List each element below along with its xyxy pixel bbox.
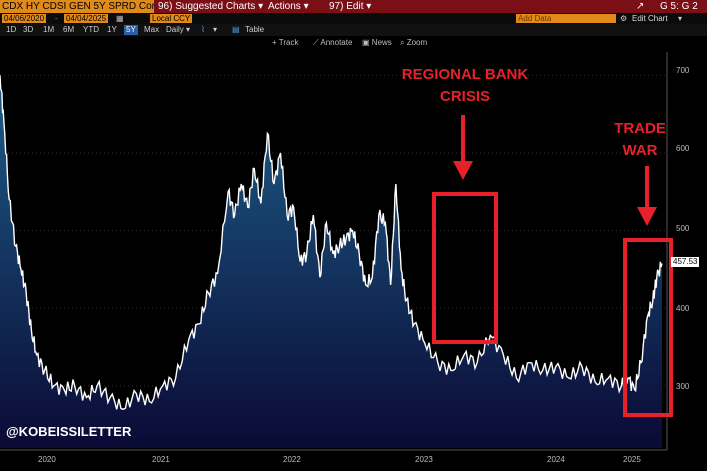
y-tick-label: 500 [676, 224, 690, 233]
currency-select[interactable]: Local CCY [150, 14, 193, 23]
trade-war-line2: WAR [622, 142, 658, 159]
chevron-down-icon: ▾ [303, 1, 309, 12]
y-tick-label: 400 [676, 304, 690, 313]
last-value-badge: 457.53 [671, 257, 700, 267]
line-chart-icon[interactable]: ⌇ [201, 25, 205, 34]
period-1y[interactable]: 1Y [107, 25, 117, 34]
spread-line [0, 75, 663, 410]
x-tick-label: 2021 [152, 455, 170, 464]
edit-prefix: 97) [329, 1, 344, 12]
news-tool[interactable]: ▣ News [362, 38, 392, 47]
edit-menu[interactable]: 97) Edit ▾ [329, 0, 371, 13]
window-label: G 5: G 2 [660, 1, 698, 12]
track-label: Track [278, 38, 299, 47]
annotate-label: Annotate [320, 38, 353, 47]
y-tick-label: 600 [676, 144, 690, 153]
chevron-down-icon[interactable]: ▾ [678, 14, 683, 23]
chevron-down-icon: ▾ [366, 1, 372, 12]
actions-menu[interactable]: Actions ▾ [268, 0, 309, 13]
magnifier-icon: ⌕ [400, 38, 405, 47]
external-link-icon[interactable]: ↗ [636, 1, 645, 12]
period-6m[interactable]: 6M [63, 25, 75, 34]
crosshair-icon: + [272, 38, 277, 47]
chevron-down-icon: ▾ [186, 25, 191, 34]
bank-crisis-line1: REGIONAL BANK [401, 66, 529, 83]
watermark: @KOBEISSILETTER [6, 424, 132, 439]
edit-label: Edit [346, 1, 364, 12]
bank-crisis-line2: CRISIS [439, 88, 490, 105]
calendar-icon[interactable]: ▦ [116, 14, 124, 23]
period-5y[interactable]: 5Y [124, 25, 138, 35]
date-separator: - [55, 14, 58, 23]
bank-crisis-arrow [453, 115, 473, 180]
actions-label: Actions [268, 1, 301, 12]
news-label: News [371, 38, 392, 47]
spread-area [0, 75, 662, 449]
period-ytd[interactable]: YTD [83, 25, 99, 34]
zoom-tool[interactable]: ⌕ Zoom [400, 38, 427, 48]
y-tick-label: 300 [676, 382, 690, 391]
period-1m[interactable]: 1M [43, 25, 55, 34]
end-date-input[interactable]: 04/04/2025 [64, 14, 109, 23]
y-tick-label: 700 [676, 66, 690, 75]
settings-icon[interactable]: ⚙ [620, 14, 628, 23]
suggested-charts-prefix: 96) [158, 1, 173, 12]
zoom-label: Zoom [406, 38, 428, 47]
frequency-label: Daily [166, 25, 184, 34]
security-field[interactable]: CDX HY CDSI GEN 5Y SPRD Corp [0, 0, 154, 13]
annotate-tool[interactable]: ⟋ Annotate [313, 38, 352, 48]
period-3d[interactable]: 3D [23, 25, 34, 34]
track-tool[interactable]: + Track [272, 38, 298, 47]
start-date-input[interactable]: 04/06/2020 [2, 14, 47, 23]
trade-war-annotation: TRADE WAR [600, 118, 680, 162]
bar-chart-icon[interactable]: ▤ [232, 25, 240, 34]
settings-row: 04/06/2020 - 04/04/2025 ▦ Local CCY Add … [0, 13, 707, 24]
pen-icon: ⟋ [313, 38, 319, 47]
header-bar [0, 0, 707, 13]
x-tick-label: 2025 [623, 455, 641, 464]
period-1d[interactable]: 1D [6, 25, 17, 34]
add-data-input[interactable]: Add Data [516, 14, 616, 23]
chevron-down-icon: ▾ [258, 1, 264, 12]
suggested-charts-label: Suggested Charts [175, 1, 256, 12]
trade-war-box [623, 238, 673, 417]
trade-war-arrow [637, 166, 657, 226]
period-row: 1D 3D 1M 6M YTD 1Y 5Y Max Daily ▾ ⌇ ▾ ▤ … [0, 24, 707, 36]
x-tick-label: 2022 [283, 455, 301, 464]
x-tick-label: 2020 [38, 455, 56, 464]
x-tick-label: 2024 [547, 455, 565, 464]
chevron-down-icon[interactable]: ▾ [213, 25, 218, 34]
bank-crisis-annotation: REGIONAL BANK CRISIS [385, 64, 545, 108]
table-button[interactable]: Table [245, 25, 265, 34]
frequency-select[interactable]: Daily ▾ [166, 25, 190, 35]
bank-crisis-box [432, 192, 498, 344]
trade-war-line1: TRADE [614, 120, 666, 137]
x-tick-label: 2023 [415, 455, 433, 464]
edit-chart-button[interactable]: Edit Chart [632, 14, 668, 23]
news-icon: ▣ [362, 38, 370, 47]
suggested-charts-menu[interactable]: 96) Suggested Charts ▾ [158, 0, 263, 13]
period-max[interactable]: Max [144, 25, 160, 34]
